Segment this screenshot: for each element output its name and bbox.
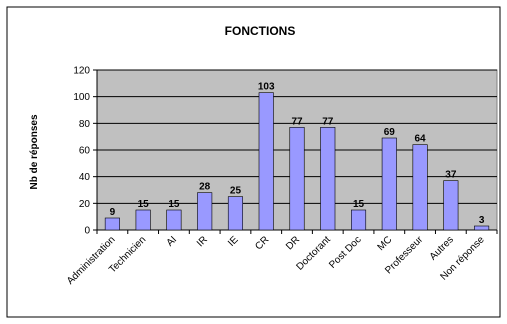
bar-technicien bbox=[135, 209, 151, 231]
data-label: 25 bbox=[230, 186, 242, 197]
data-label: 64 bbox=[415, 134, 427, 145]
bar-ie bbox=[227, 196, 243, 231]
data-label: 15 bbox=[353, 199, 365, 210]
y-tick-label-100: 100 bbox=[73, 92, 90, 103]
bar-cr bbox=[258, 92, 274, 231]
bar-post-doc bbox=[351, 209, 367, 231]
data-label: 15 bbox=[138, 199, 150, 210]
y-tick-label-80: 80 bbox=[79, 119, 91, 130]
data-label: 69 bbox=[384, 127, 396, 138]
bar-ai bbox=[166, 209, 182, 231]
chart-title: FONCTIONS bbox=[225, 24, 296, 38]
bar-mc bbox=[381, 137, 397, 231]
bar-ir bbox=[197, 192, 213, 231]
data-label: 15 bbox=[168, 199, 180, 210]
bar-professeur bbox=[412, 144, 428, 231]
data-label: 103 bbox=[258, 82, 275, 93]
y-tick-label-60: 60 bbox=[79, 146, 91, 157]
y-tick-label-120: 120 bbox=[73, 66, 90, 77]
data-label: 28 bbox=[199, 182, 211, 193]
data-label: 9 bbox=[110, 207, 116, 218]
data-label: 3 bbox=[479, 215, 485, 226]
y-axis-label: Nb de réponses bbox=[29, 114, 40, 189]
y-tick-label-0: 0 bbox=[84, 226, 90, 237]
bar-dr bbox=[289, 127, 305, 231]
bar-doctorant bbox=[320, 127, 336, 231]
data-label: 77 bbox=[291, 116, 303, 127]
bar-autres bbox=[443, 180, 459, 231]
y-tick-label-40: 40 bbox=[79, 172, 91, 183]
data-label: 37 bbox=[445, 170, 457, 181]
bar-non-réponse bbox=[474, 225, 490, 231]
y-tick-label-20: 20 bbox=[79, 199, 91, 210]
bar-administration bbox=[104, 217, 120, 231]
data-label: 77 bbox=[322, 116, 334, 127]
